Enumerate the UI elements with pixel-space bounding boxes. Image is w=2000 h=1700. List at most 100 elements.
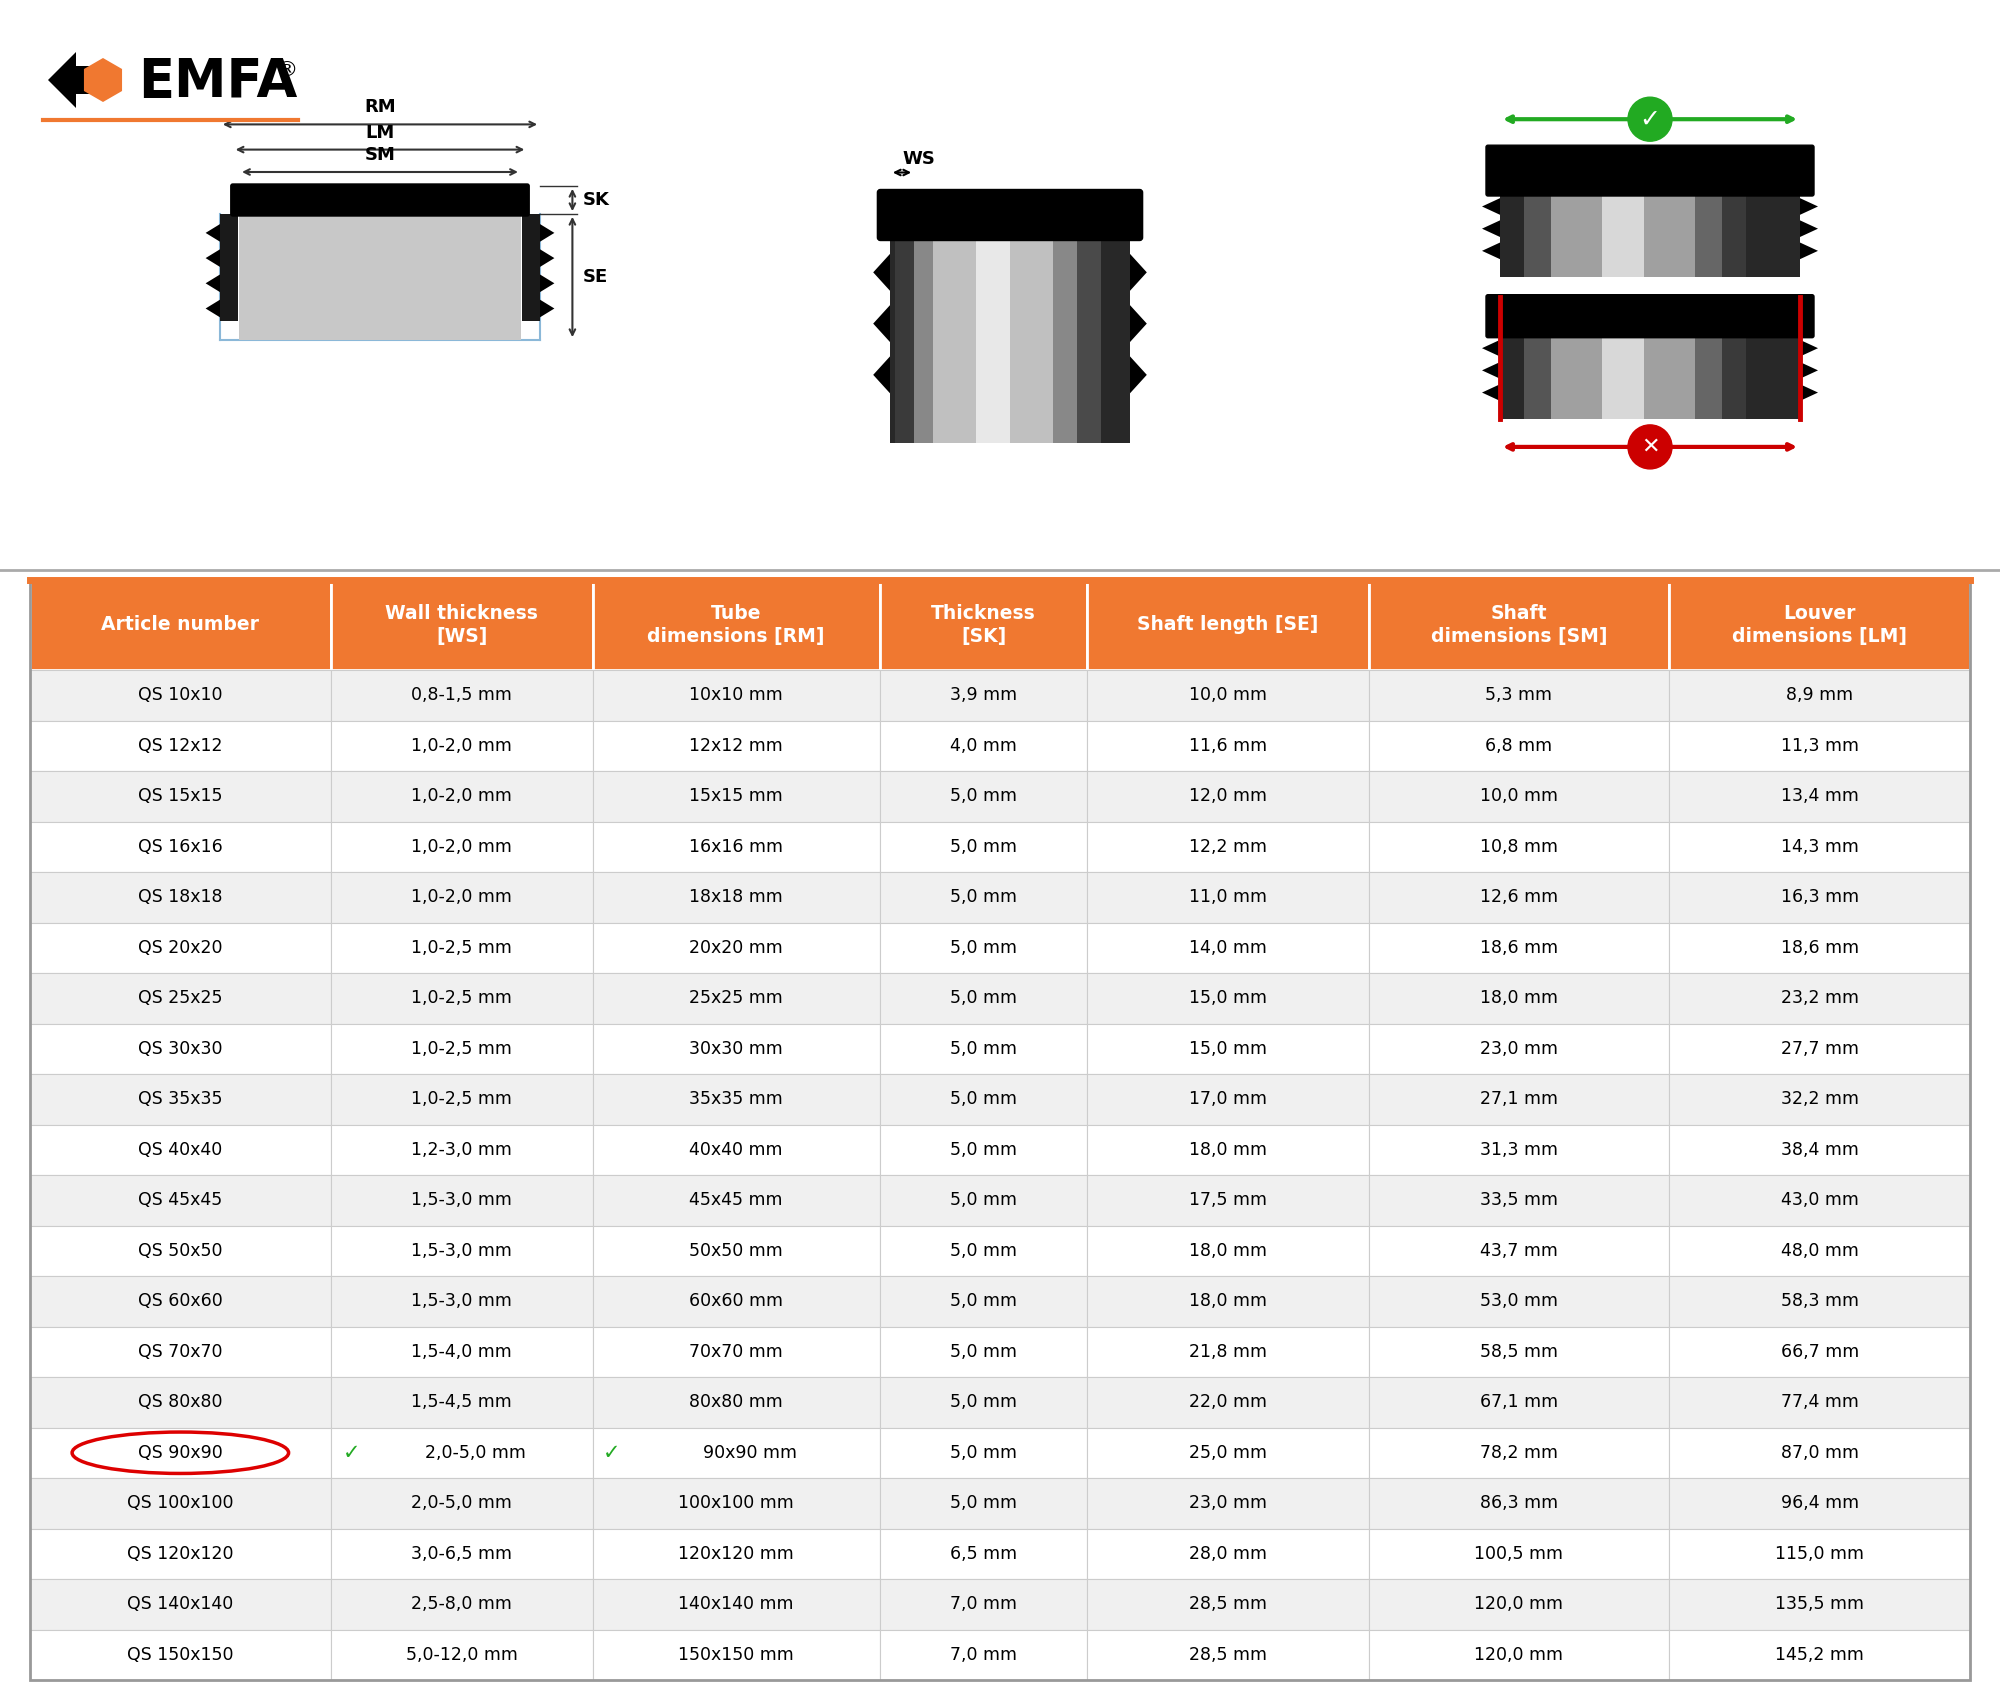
Bar xyxy=(1088,1124,1368,1175)
Text: Tube
dimensions [RM]: Tube dimensions [RM] xyxy=(648,604,824,646)
Text: 58,5 mm: 58,5 mm xyxy=(1480,1343,1558,1360)
Text: ✕: ✕ xyxy=(1640,437,1660,457)
Polygon shape xyxy=(1482,199,1500,214)
Text: 1,0-2,5 mm: 1,0-2,5 mm xyxy=(412,938,512,957)
Text: 1,5-4,5 mm: 1,5-4,5 mm xyxy=(412,1394,512,1411)
Text: 17,5 mm: 17,5 mm xyxy=(1188,1192,1266,1209)
Text: Wall thickness
[WS]: Wall thickness [WS] xyxy=(386,604,538,646)
Text: 5,0 mm: 5,0 mm xyxy=(950,1241,1018,1260)
Text: 13,4 mm: 13,4 mm xyxy=(1780,787,1858,806)
Text: 15,0 mm: 15,0 mm xyxy=(1188,989,1266,1006)
Text: 12,6 mm: 12,6 mm xyxy=(1480,889,1558,906)
Bar xyxy=(1670,1124,1970,1175)
Text: 28,5 mm: 28,5 mm xyxy=(1188,1646,1266,1664)
Text: 43,0 mm: 43,0 mm xyxy=(1780,1192,1858,1209)
Text: ✓: ✓ xyxy=(1640,107,1660,131)
Polygon shape xyxy=(1482,221,1500,236)
Bar xyxy=(30,1528,330,1579)
Bar xyxy=(330,670,592,721)
Bar xyxy=(1088,1377,1368,1428)
Bar xyxy=(30,1124,330,1175)
Bar xyxy=(30,1074,330,1124)
Bar xyxy=(30,580,330,670)
Bar xyxy=(592,1074,880,1124)
Text: 2,0-5,0 mm: 2,0-5,0 mm xyxy=(412,1494,512,1513)
Text: LM: LM xyxy=(366,124,394,141)
Polygon shape xyxy=(206,299,220,318)
Bar xyxy=(30,821,330,872)
Bar xyxy=(976,238,1010,442)
Text: 48,0 mm: 48,0 mm xyxy=(1780,1241,1858,1260)
Text: 38,4 mm: 38,4 mm xyxy=(1780,1141,1858,1159)
Text: QS 25x25: QS 25x25 xyxy=(138,989,222,1006)
Text: 1,0-2,5 mm: 1,0-2,5 mm xyxy=(412,1090,512,1108)
Text: QS 90x90: QS 90x90 xyxy=(138,1443,222,1462)
Text: 1,5-3,0 mm: 1,5-3,0 mm xyxy=(412,1192,512,1209)
Text: 86,3 mm: 86,3 mm xyxy=(1480,1494,1558,1513)
Text: 5,3 mm: 5,3 mm xyxy=(1486,687,1552,704)
Bar xyxy=(30,1326,330,1377)
Text: 1,0-2,5 mm: 1,0-2,5 mm xyxy=(412,1040,512,1057)
Bar xyxy=(330,1326,592,1377)
Text: SK: SK xyxy=(582,190,610,209)
Bar xyxy=(1368,721,1670,772)
Polygon shape xyxy=(540,274,554,292)
Bar xyxy=(592,1326,880,1377)
Text: QS 12x12: QS 12x12 xyxy=(138,736,222,755)
Text: 40x40 mm: 40x40 mm xyxy=(690,1141,782,1159)
Bar xyxy=(880,772,1088,821)
Text: 1,0-2,0 mm: 1,0-2,0 mm xyxy=(412,838,512,855)
Text: 25x25 mm: 25x25 mm xyxy=(690,989,784,1006)
Text: 10,8 mm: 10,8 mm xyxy=(1480,838,1558,855)
Bar xyxy=(880,972,1088,1023)
Bar xyxy=(880,1124,1088,1175)
Bar xyxy=(30,872,330,923)
Bar xyxy=(1670,1428,1970,1477)
Text: EMFA: EMFA xyxy=(138,56,298,109)
Bar xyxy=(592,872,880,923)
Polygon shape xyxy=(48,53,108,109)
Bar xyxy=(592,1226,880,1277)
Bar xyxy=(1088,972,1368,1023)
Polygon shape xyxy=(540,250,554,267)
Text: 100,5 mm: 100,5 mm xyxy=(1474,1545,1564,1562)
Bar xyxy=(592,1528,880,1579)
Text: 7,0 mm: 7,0 mm xyxy=(950,1595,1018,1613)
Text: 22,0 mm: 22,0 mm xyxy=(1188,1394,1266,1411)
Bar xyxy=(1088,1477,1368,1528)
Bar xyxy=(1078,238,1102,442)
Text: 5,0 mm: 5,0 mm xyxy=(950,1343,1018,1360)
Text: QS 120x120: QS 120x120 xyxy=(128,1545,234,1562)
Text: 43,7 mm: 43,7 mm xyxy=(1480,1241,1558,1260)
Text: 5,0 mm: 5,0 mm xyxy=(950,838,1018,855)
Bar xyxy=(592,1428,880,1477)
Polygon shape xyxy=(1482,384,1500,401)
Bar xyxy=(880,580,1088,670)
Text: 90x90 mm: 90x90 mm xyxy=(704,1443,798,1462)
Bar xyxy=(30,1023,330,1074)
Text: 1,5-3,0 mm: 1,5-3,0 mm xyxy=(412,1292,512,1311)
Text: 120x120 mm: 120x120 mm xyxy=(678,1545,794,1562)
Bar xyxy=(1722,194,1746,277)
Bar xyxy=(1670,821,1970,872)
Text: 27,1 mm: 27,1 mm xyxy=(1480,1090,1558,1108)
Polygon shape xyxy=(1482,362,1500,379)
Bar xyxy=(880,1477,1088,1528)
Text: 5,0 mm: 5,0 mm xyxy=(950,1141,1018,1159)
Bar xyxy=(592,821,880,872)
Text: 14,3 mm: 14,3 mm xyxy=(1780,838,1858,855)
Bar xyxy=(1088,1630,1368,1680)
Bar xyxy=(30,972,330,1023)
Text: SE: SE xyxy=(582,269,608,286)
Bar xyxy=(592,1277,880,1326)
Bar xyxy=(592,670,880,721)
Text: RM: RM xyxy=(364,99,396,116)
Text: 23,0 mm: 23,0 mm xyxy=(1480,1040,1558,1057)
Bar xyxy=(1368,1074,1670,1124)
Bar xyxy=(1088,580,1368,670)
Text: 2,0-5,0 mm: 2,0-5,0 mm xyxy=(426,1443,526,1462)
Text: QS 140x140: QS 140x140 xyxy=(128,1595,234,1613)
Bar xyxy=(1670,1377,1970,1428)
Text: 80x80 mm: 80x80 mm xyxy=(690,1394,784,1411)
Text: QS 50x50: QS 50x50 xyxy=(138,1241,222,1260)
